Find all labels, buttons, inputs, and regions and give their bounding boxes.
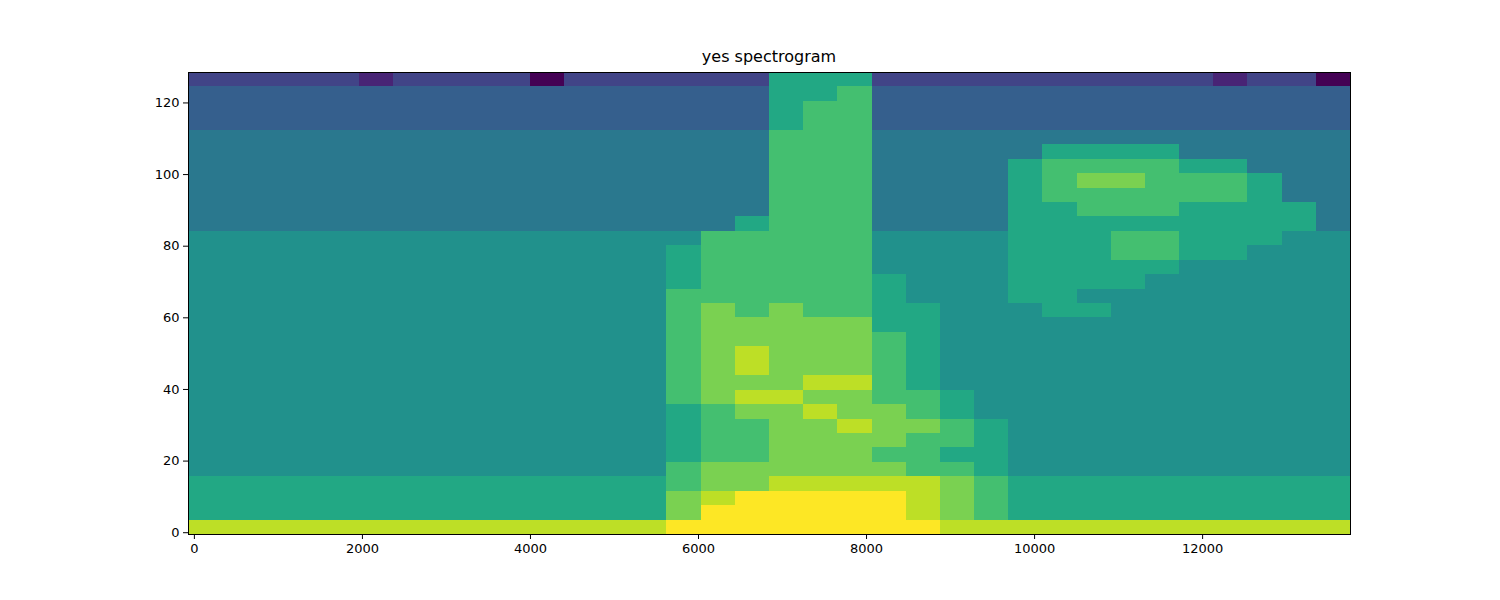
svg-text:20: 20 <box>163 453 180 468</box>
svg-text:2000: 2000 <box>346 541 379 556</box>
html-text:yes spectrogram: yes spectrogram <box>701 47 837 66</box>
svg-text:120: 120 <box>155 95 180 110</box>
svg-text:4000: 4000 <box>514 541 547 556</box>
svg-text:0: 0 <box>190 541 198 556</box>
svg-text:8000: 8000 <box>850 541 883 556</box>
svg-text:100: 100 <box>155 167 180 182</box>
svg-text:10000: 10000 <box>1014 541 1055 556</box>
svg-text:60: 60 <box>163 310 180 325</box>
svg-text:12000: 12000 <box>1182 541 1223 556</box>
svg-text:40: 40 <box>163 382 180 397</box>
svg-text:6000: 6000 <box>682 541 715 556</box>
svg-text:80: 80 <box>163 238 180 253</box>
svg-text:0: 0 <box>171 525 179 540</box>
